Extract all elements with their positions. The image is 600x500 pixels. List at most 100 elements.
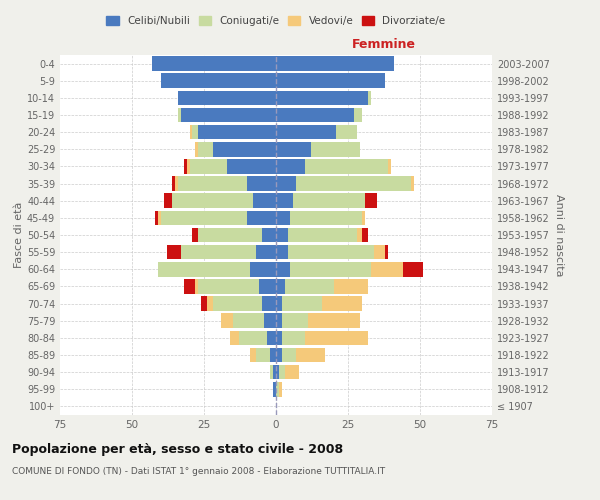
Bar <box>276 125 337 140</box>
Bar <box>276 228 287 242</box>
Bar <box>201 296 207 311</box>
Bar <box>152 56 276 71</box>
Bar <box>282 348 296 362</box>
Bar <box>311 142 359 156</box>
Y-axis label: Anni di nascita: Anni di nascita <box>554 194 563 276</box>
Bar <box>198 142 212 156</box>
Bar <box>250 348 256 362</box>
Bar <box>279 382 282 396</box>
Bar <box>276 245 287 260</box>
Y-axis label: Fasce di età: Fasce di età <box>14 202 24 268</box>
Bar <box>276 159 305 174</box>
Bar <box>276 56 394 71</box>
Bar <box>293 194 365 208</box>
Bar <box>374 245 385 260</box>
Bar <box>279 365 284 380</box>
Bar <box>276 296 282 311</box>
Bar <box>276 210 290 225</box>
Bar <box>193 125 198 140</box>
Bar <box>187 159 190 174</box>
Bar <box>287 228 356 242</box>
Bar <box>164 194 172 208</box>
Bar <box>290 210 362 225</box>
Bar <box>175 176 178 191</box>
Bar <box>265 314 276 328</box>
Bar <box>198 228 262 242</box>
Bar <box>158 210 161 225</box>
Bar <box>268 330 276 345</box>
Bar <box>270 365 273 380</box>
Bar <box>290 262 371 276</box>
Bar <box>308 314 359 328</box>
Legend: Celibi/Nubili, Coniugati/e, Vedovi/e, Divorziate/e: Celibi/Nubili, Coniugati/e, Vedovi/e, Di… <box>103 12 449 29</box>
Bar <box>276 108 354 122</box>
Bar <box>276 90 368 105</box>
Bar <box>276 176 296 191</box>
Text: COMUNE DI FONDO (TN) - Dati ISTAT 1° gennaio 2008 - Elaborazione TUTTITALIA.IT: COMUNE DI FONDO (TN) - Dati ISTAT 1° gen… <box>12 468 385 476</box>
Bar <box>365 194 377 208</box>
Bar <box>296 176 412 191</box>
Bar <box>259 279 276 293</box>
Bar <box>412 176 414 191</box>
Bar <box>178 176 247 191</box>
Bar <box>172 176 175 191</box>
Bar <box>282 296 322 311</box>
Bar <box>230 330 239 345</box>
Bar <box>368 90 371 105</box>
Text: Popolazione per età, sesso e stato civile - 2008: Popolazione per età, sesso e stato civil… <box>12 442 343 456</box>
Bar <box>247 176 276 191</box>
Bar <box>198 125 276 140</box>
Bar <box>184 279 196 293</box>
Text: Femmine: Femmine <box>352 38 416 52</box>
Bar <box>193 228 198 242</box>
Bar <box>305 159 388 174</box>
Bar <box>276 365 279 380</box>
Bar <box>334 279 368 293</box>
Bar <box>155 210 158 225</box>
Bar <box>287 245 374 260</box>
Bar <box>276 382 279 396</box>
Bar <box>262 296 276 311</box>
Bar <box>190 125 193 140</box>
Bar <box>296 348 325 362</box>
Bar <box>284 365 299 380</box>
Bar <box>262 228 276 242</box>
Bar <box>256 245 276 260</box>
Bar <box>196 279 198 293</box>
Bar <box>256 348 270 362</box>
Bar <box>273 382 276 396</box>
Bar <box>354 108 362 122</box>
Bar <box>172 194 253 208</box>
Bar <box>276 194 293 208</box>
Bar <box>362 210 365 225</box>
Bar <box>212 296 262 311</box>
Bar <box>282 330 305 345</box>
Bar <box>196 142 198 156</box>
Bar <box>362 228 368 242</box>
Bar <box>212 142 276 156</box>
Bar <box>184 159 187 174</box>
Bar <box>250 262 276 276</box>
Bar <box>161 210 247 225</box>
Bar <box>273 365 276 380</box>
Bar <box>198 279 259 293</box>
Bar <box>356 228 362 242</box>
Bar <box>276 314 282 328</box>
Bar <box>276 348 282 362</box>
Bar <box>284 279 334 293</box>
Bar <box>207 296 212 311</box>
Bar <box>167 245 181 260</box>
Bar <box>181 245 256 260</box>
Bar <box>190 159 227 174</box>
Bar <box>270 348 276 362</box>
Bar <box>233 314 265 328</box>
Bar <box>305 330 368 345</box>
Bar <box>247 210 276 225</box>
Bar <box>227 159 276 174</box>
Bar <box>388 159 391 174</box>
Bar <box>253 194 276 208</box>
Bar <box>385 245 388 260</box>
Bar <box>161 74 276 88</box>
Bar <box>178 108 181 122</box>
Bar <box>371 262 403 276</box>
